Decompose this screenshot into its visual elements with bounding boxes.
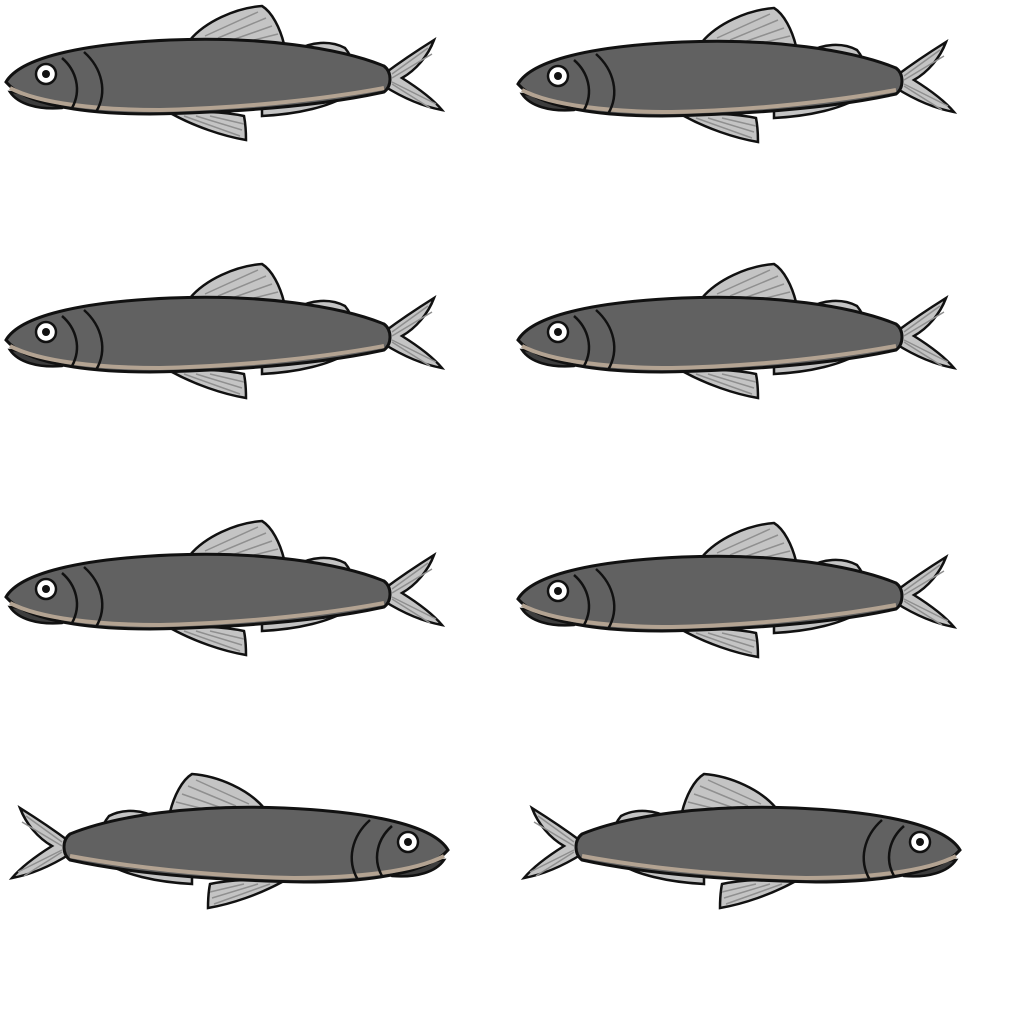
belly-line: [521, 88, 897, 115]
gill-line: [83, 566, 104, 628]
dorsal-fin: [699, 6, 798, 48]
gill-line: [83, 51, 104, 113]
pupil: [916, 838, 924, 846]
fish-icon: [512, 258, 962, 408]
gill-line: [573, 574, 591, 626]
fish-icon: [512, 517, 962, 667]
gill-line: [61, 572, 79, 624]
belly-line: [9, 601, 385, 628]
pupil: [404, 838, 412, 846]
fish-icon: [0, 515, 450, 665]
dorsal-fin: [699, 262, 798, 304]
belly-line: [69, 854, 445, 881]
tail-fin: [520, 804, 584, 880]
belly-line: [9, 344, 385, 371]
tail-fin: [894, 294, 958, 370]
gill-line: [61, 315, 79, 367]
pupil: [42, 70, 50, 78]
pupil: [554, 587, 562, 595]
pupil: [42, 328, 50, 336]
pupil: [554, 328, 562, 336]
gill-line: [595, 53, 616, 115]
dorsal-fin: [187, 262, 286, 304]
tail-fin: [8, 804, 72, 880]
tail-fin: [382, 551, 446, 627]
pelvic-fin: [680, 368, 760, 400]
dorsal-fin: [187, 4, 286, 46]
gill-line: [375, 825, 393, 877]
fish-icon: [0, 0, 450, 150]
belly-line: [521, 344, 897, 371]
tail-fin: [894, 38, 958, 114]
tail-fin: [382, 294, 446, 370]
fish-icon: [4, 768, 454, 918]
gill-line: [83, 309, 104, 371]
dorsal-fin: [168, 772, 267, 814]
belly-line: [521, 603, 897, 630]
pelvic-fin: [680, 112, 760, 144]
gill-line: [862, 819, 883, 881]
gill-line: [350, 819, 371, 881]
pelvic-fin: [168, 110, 248, 142]
fish-icon: [0, 258, 450, 408]
dorsal-fin: [187, 519, 286, 561]
pelvic-fin: [168, 625, 248, 657]
belly-line: [9, 86, 385, 113]
pelvic-fin: [206, 878, 286, 910]
pelvic-fin: [680, 627, 760, 659]
tail-fin: [382, 36, 446, 112]
belly-line: [581, 854, 957, 881]
tail-fin: [894, 553, 958, 629]
pelvic-fin: [718, 878, 798, 910]
gill-line: [573, 315, 591, 367]
dorsal-fin: [699, 521, 798, 563]
gill-line: [887, 825, 905, 877]
gill-line: [595, 568, 616, 630]
gill-line: [61, 57, 79, 109]
fish-icon: [512, 2, 962, 152]
pupil: [554, 72, 562, 80]
fish-icon: [516, 768, 966, 918]
gill-line: [595, 309, 616, 371]
pelvic-fin: [168, 368, 248, 400]
gill-line: [573, 59, 591, 111]
pupil: [42, 585, 50, 593]
dorsal-fin: [680, 772, 779, 814]
